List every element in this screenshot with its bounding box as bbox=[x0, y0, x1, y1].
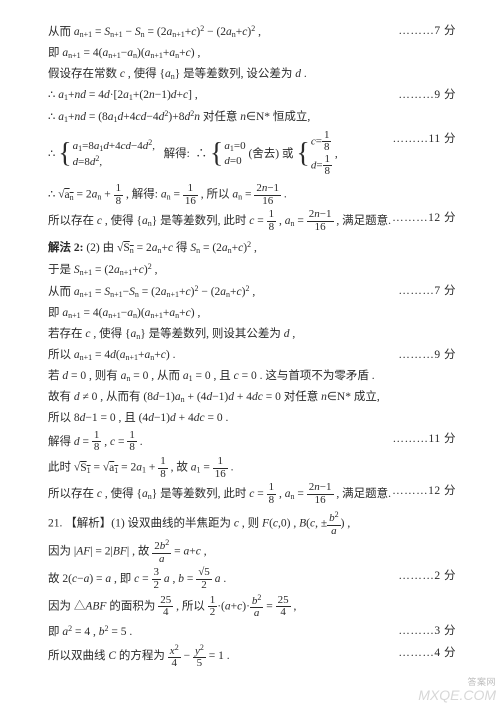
text: 解得 d = 18 , c = 18 . bbox=[48, 436, 143, 448]
text: 所以 8d−1 = 0 , 且 (4d−1)d + 4dc = 0 . bbox=[48, 409, 456, 428]
text: 从而 an+1 = Sn+1−Sn = (2an+1+c)2 − (2an+c)… bbox=[48, 286, 255, 298]
text: 从而 an+1 = Sn+1 − Sn = (2an+1+c)2 − (2an+… bbox=[48, 26, 261, 38]
text: ∴ {a1=8a1d+4cd−4d2,d=8d2, 解得: ∴ {a1=0d=0… bbox=[48, 148, 338, 160]
text: ∴ a1+nd = (8a1d+4cd−4d2)+8d2n 对任意 n∈N* 恒… bbox=[48, 107, 456, 127]
score-7b: ………7 分 bbox=[398, 282, 456, 301]
text: ∴ √an = 2an + 18 , 解得: an = 116 , 所以 an … bbox=[48, 183, 456, 207]
text: 假设存在常数 c , 使得 {an} 是等差数列, 设公差为 d . bbox=[48, 65, 456, 84]
text: 即 an+1 = 4(an+1−an)(an+1+an+c) , bbox=[48, 304, 456, 323]
text: 于是 Sn+1 = (2an+1+c)2 , bbox=[48, 260, 456, 280]
text: ∴ a1+nd = 4d·[2a1+(2n−1)d+c] , bbox=[48, 89, 198, 101]
text: 若存在 c , 使得 {an} 是等差数列, 则设其公差为 d , bbox=[48, 325, 456, 344]
score-11b: ………11 分 bbox=[393, 430, 456, 449]
text: 因为 △ABF 的面积为 254 , 所以 12·(a+c)·b2a = 254… bbox=[48, 594, 456, 620]
score-2: ………2 分 bbox=[398, 567, 456, 586]
text: 若 d = 0 , 则有 an = 0 , 从而 a1 = 0 , 且 c = … bbox=[48, 367, 456, 386]
text: 所以存在 c , 使得 {an} 是等差数列, 此时 c = 18 , an =… bbox=[48, 488, 391, 500]
score-7a: ………7 分 bbox=[398, 22, 456, 41]
text: 故有 d ≠ 0 , 从而有 (8d−1)an + (4d−1)d + 4dc … bbox=[48, 388, 456, 407]
text: 故 2(c−a) = a , 即 c = 32 a , b = √52 a . bbox=[48, 573, 226, 585]
watermark-line1: 答案网 bbox=[418, 677, 496, 687]
text: 即 a2 = 4 , b2 = 5 . bbox=[48, 626, 132, 638]
text: 因为 |AF| = 2|BF| , 故 2b2a = a+c , bbox=[48, 539, 456, 565]
score-12a: ………12 分 bbox=[392, 209, 456, 228]
text: 21. 【解析】(1) 设双曲线的半焦距为 c , 则 F(c,0) , B(c… bbox=[48, 511, 456, 537]
watermark-line2: MXQE.COM bbox=[418, 687, 496, 703]
score-4: ………4 分 bbox=[398, 644, 456, 663]
score-9b: ………9 分 bbox=[398, 346, 456, 365]
text: 所以 an+1 = 4d(an+1+an+c) . bbox=[48, 349, 175, 361]
text: 所以存在 c , 使得 {an} 是等差数列, 此时 c = 18 , an =… bbox=[48, 215, 391, 227]
score-3: ………3 分 bbox=[398, 622, 456, 641]
text: 此时 √S1 = √a1 = 2a1 + 18 , 故 a1 = 116 . bbox=[48, 456, 456, 480]
text: 即 an+1 = 4(an+1−an)(an+1+an+c) , bbox=[48, 44, 456, 63]
score-9a: ………9 分 bbox=[398, 86, 456, 105]
text: 所以双曲线 C 的方程为 x24 − y25 = 1 . bbox=[48, 650, 230, 662]
text: 解法 2: (2) 由 √Sn = 2an+c 得 Sn = (2an+c)2 … bbox=[48, 238, 456, 258]
watermark: 答案网 MXQE.COM bbox=[418, 677, 496, 703]
score-11a: ………11 分 bbox=[393, 130, 456, 149]
score-12b: ………12 分 bbox=[392, 482, 456, 501]
